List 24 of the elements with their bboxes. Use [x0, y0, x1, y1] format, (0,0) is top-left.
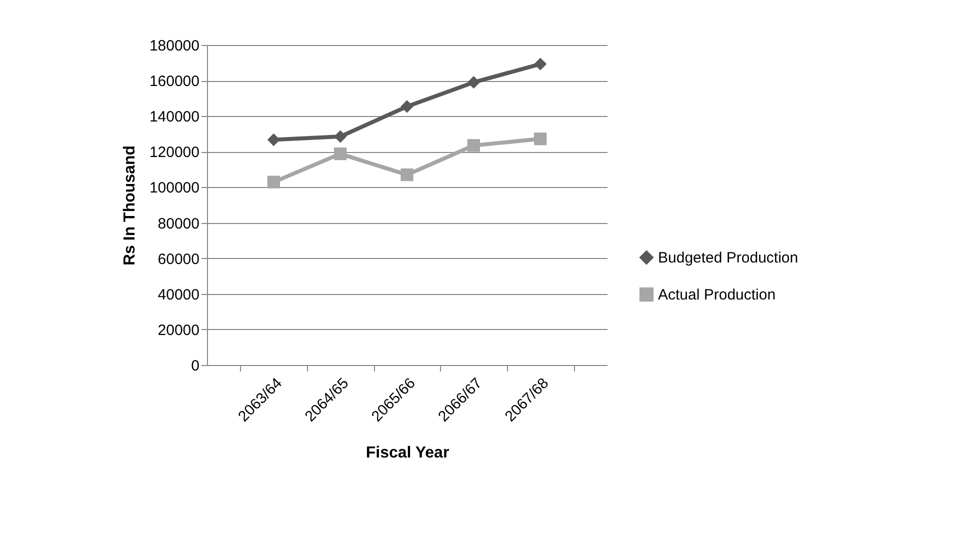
y-tick-label: 180000	[149, 38, 200, 54]
point	[400, 168, 414, 182]
y-tick-label: 20000	[158, 322, 200, 339]
y-tick-label: 40000	[158, 286, 200, 304]
point	[400, 100, 414, 113]
point	[534, 132, 547, 146]
legend-label: Budgeted Production	[658, 250, 798, 266]
point	[467, 139, 480, 152]
y-tick-label: 80000	[158, 215, 200, 232]
y-tick-label: 60000	[158, 250, 200, 268]
point	[267, 133, 280, 146]
y-axis-title: Rs In Thousand	[121, 146, 138, 266]
point	[334, 130, 347, 143]
y-tick-label: 160000	[149, 73, 200, 90]
x-axis-title: Fiscal Year	[366, 444, 450, 462]
y-tick-label: 100000	[149, 180, 200, 197]
point	[334, 147, 347, 160]
y-tick-label: 120000	[149, 144, 200, 162]
y-tick-label: 0	[191, 358, 200, 374]
point	[467, 76, 480, 89]
y-tick-label: 140000	[149, 108, 200, 126]
legend-label: Actual Production	[658, 286, 776, 304]
point	[534, 58, 547, 70]
point	[267, 176, 280, 188]
